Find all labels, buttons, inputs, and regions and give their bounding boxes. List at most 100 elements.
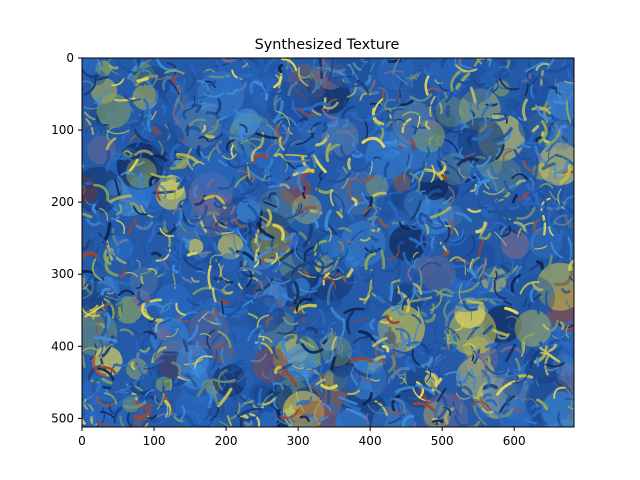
texture-stroke [342,118,349,129]
texture-blotch [282,390,325,427]
texture-stroke [213,202,224,208]
texture-stroke [395,259,402,281]
texture-stroke [243,421,254,426]
texture-stroke [187,323,199,342]
texture-stroke [190,277,200,283]
texture-stroke [379,102,398,110]
texture-stroke [171,323,183,329]
texture-stroke [153,339,164,359]
texture-blotch [391,342,407,358]
texture-stroke [314,271,321,296]
texture-blotch [82,375,109,402]
texture-stroke [491,228,505,236]
texture-stroke [93,123,105,132]
texture-stroke [470,183,478,193]
texture-stroke [535,62,550,71]
texture-stroke [530,403,542,410]
texture-stroke [458,281,480,294]
texture-stroke [458,167,467,179]
texture-stroke [327,332,332,342]
texture-stroke [239,127,246,140]
texture-stroke [391,81,404,95]
texture-stroke [195,104,202,114]
texture-stroke [134,340,150,356]
texture-stroke [136,351,144,371]
texture-stroke [359,294,371,301]
texture-stroke [265,276,273,297]
texture-stroke [241,276,248,285]
texture-stroke [326,98,338,113]
texture-stroke [312,360,323,366]
texture-stroke [357,259,365,281]
texture-stroke [311,217,319,229]
texture-stroke [301,370,318,377]
texture-stroke [305,368,323,381]
texture-stroke [353,335,369,344]
texture-stroke [221,128,240,139]
texture-stroke [218,311,228,318]
texture-stroke [104,204,112,212]
texture-stroke [154,319,164,333]
texture-stroke [345,407,368,420]
texture-stroke [412,251,419,258]
texture-stroke [97,367,115,381]
texture-stroke [180,219,205,232]
texture-stroke [262,83,285,96]
texture-stroke [139,138,159,144]
texture-stroke [388,326,399,348]
texture-stroke [521,98,528,121]
texture-stroke [126,412,133,427]
texture-stroke [486,355,491,364]
texture-stroke [478,116,493,125]
texture-stroke [398,88,402,99]
texture-stroke [287,81,298,97]
texture-stroke [504,343,517,363]
texture-stroke [391,394,401,412]
texture-stroke [437,365,444,379]
texture-stroke [90,235,101,249]
texture-stroke [118,306,122,317]
texture-stroke [119,178,123,187]
y-tick-label: 500 [51,411,74,425]
texture-stroke [144,359,165,368]
texture-stroke [479,222,488,236]
texture-stroke [546,340,550,352]
texture-stroke [82,347,99,352]
texture-stroke [152,222,163,230]
texture-stroke [290,414,296,423]
texture-stroke [346,268,354,278]
texture-stroke [197,80,210,91]
texture-stroke [143,330,154,336]
texture-stroke [127,61,145,79]
texture-stroke [272,223,285,241]
texture-stroke [232,73,253,89]
texture-stroke [114,96,136,102]
texture-stroke [392,348,412,356]
texture-stroke [258,210,264,235]
texture-stroke [554,217,573,226]
texture-stroke [401,339,410,346]
texture-stroke [363,270,374,282]
texture-stroke [472,405,488,426]
texture-stroke [511,370,530,384]
texture-stroke [328,224,338,236]
texture-stroke [482,302,489,312]
texture-stroke [391,130,399,145]
texture-stroke [538,153,542,164]
texture-stroke [546,157,565,165]
texture-stroke [281,337,292,361]
texture-stroke [137,142,143,150]
texture-stroke [483,271,491,286]
texture-stroke [391,220,405,225]
texture-stroke [436,395,448,420]
texture-stroke [536,106,552,120]
texture-stroke [410,138,416,151]
texture-stroke [473,58,492,67]
texture-stroke [507,322,514,331]
texture-blotch [333,365,362,394]
texture-stroke [424,75,430,96]
texture-stroke [325,142,332,163]
texture-stroke [275,123,284,143]
texture-stroke [515,265,523,283]
